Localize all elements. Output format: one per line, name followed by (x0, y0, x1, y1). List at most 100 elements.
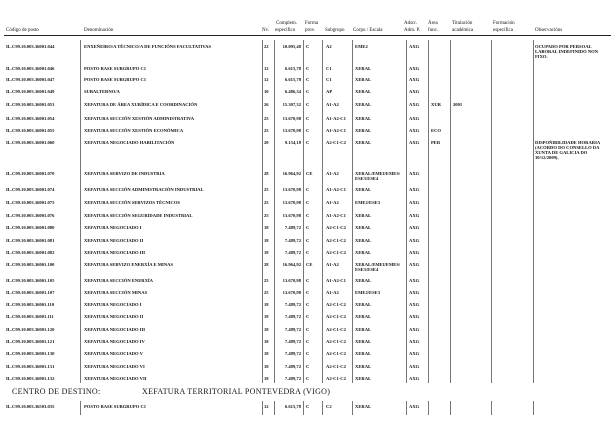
cell-code: IL.C99.10.003.36001.075 (6, 200, 55, 205)
cell-adscr: AXG (409, 351, 420, 356)
header-nv: Nv. (262, 28, 270, 33)
cell-nv: 25 (264, 213, 269, 218)
cell-adscr: AXG (409, 44, 420, 49)
cell-forma: C (306, 364, 310, 369)
column-divider (352, 40, 353, 383)
cell-adscr: AXG (409, 66, 420, 71)
cell-corpo: XERAL (355, 140, 372, 145)
cell-subgrupo: A1-A2 (326, 290, 339, 295)
cell-code: IL.C99.10.003.36001.105 (6, 278, 55, 283)
cell-adscr: AXG (409, 171, 420, 176)
cell-nv: 18 (264, 225, 269, 230)
cell-adscr: AXG (409, 314, 420, 319)
cell-forma: C (306, 66, 310, 71)
cell-code: IL.C99.10.003.36001.054 (6, 116, 55, 121)
cell-corpo: XERAL (355, 278, 372, 283)
cell-complem: 6.615,78 (284, 77, 301, 82)
cell-forma: C (306, 327, 310, 332)
cell-code: IL.C99.10.003.36001.080 (6, 225, 55, 230)
cell-subgrupo: A2-C1-C2 (326, 376, 346, 381)
cell-forma: C (306, 44, 310, 49)
cell-name: XEFATURA SECCIÓN SEGURIDADE INDUSTRIAL (84, 213, 193, 218)
header-complem-2: específico (275, 28, 296, 33)
cell-nv: 18 (264, 364, 269, 369)
cell-complem: 13.670,98 (282, 290, 301, 295)
column-divider (491, 40, 492, 383)
cell-forma: C (306, 302, 310, 307)
cell-subgrupo: A2-C1-C2 (326, 351, 346, 356)
cell-subgrupo: A2-C1-C2 (326, 302, 346, 307)
header-rule (4, 35, 611, 36)
cell-complem: 13.670,98 (282, 200, 301, 205)
column-divider (352, 401, 353, 415)
column-divider (274, 401, 275, 415)
cell-forma: C (306, 140, 310, 145)
cell-code: IL.C99.10.003.36001.131 (6, 364, 55, 369)
cell-name: XEFATURA DE ÁREA XURÍDICA E COORDINACIÓN (84, 102, 198, 107)
cell-code: IL.C99.10.003.36001.111 (6, 314, 54, 319)
cell-subgrupo: C2 (326, 404, 332, 409)
cell-forma: C (306, 102, 310, 107)
cell-code: IL.C99.10.003.36001.082 (6, 250, 55, 255)
cell-subgrupo: A1-A2-C1 (326, 187, 346, 192)
cell-obs: OCUPADO POR PERSOAL LABORAL INDEFINIDO N… (535, 44, 599, 59)
cell-code: IL.C99.10.003.36001.060 (6, 140, 55, 145)
cell-name: XEFATURA SERVIZO ENERXÍA E MINAS (84, 262, 174, 267)
cell-subgrupo: C1 (326, 66, 332, 71)
cell-complem: 7.489,72 (284, 351, 301, 356)
cell-corpo: XERAL (355, 89, 372, 94)
cell-complem: 7.489,72 (284, 250, 301, 255)
cell-code: IL.C99.10.003.36001.074 (6, 187, 55, 192)
cell-forma: CE (306, 262, 313, 267)
cell-nv: 28 (264, 171, 269, 176)
cell-subgrupo: A1-A2-C1 (326, 278, 346, 283)
cell-subgrupo: A1-A2 (326, 200, 339, 205)
cell-subgrupo: AP (326, 89, 333, 94)
cell-corpo: XERAL (355, 339, 372, 344)
cell-nv: 18 (264, 250, 269, 255)
cell-code: IL.C99.10.003.36001.047 (6, 77, 55, 82)
cell-adscr: AXG (409, 187, 420, 192)
cell-nv: 20 (264, 140, 269, 145)
cell-name: XEFATURA NEGOCIADO III (84, 327, 146, 332)
cell-nv: 25 (264, 116, 269, 121)
cell-corpo: XERAL/EMEI/EMES/ESE3/ESE4 (355, 262, 401, 272)
cell-nv: 28 (264, 262, 269, 267)
header-titulacion-1: Titulación (452, 21, 473, 26)
cell-name: XEFATURA SECCIÓN SERVIZOS TÉCNICOS (84, 200, 180, 205)
cell-nv: 25 (264, 278, 269, 283)
cell-corpo: XERAL (355, 302, 372, 307)
cell-forma: C (306, 77, 310, 82)
cell-complem: 9.154,18 (284, 140, 301, 145)
column-divider (450, 401, 451, 415)
header-formacion-2: específica (493, 28, 513, 33)
cell-nv: 25 (264, 187, 269, 192)
cell-subgrupo: A1-A2-C1 (326, 213, 346, 218)
cell-name: XEFATURA NEGOCIADO II (84, 314, 144, 319)
cell-code: IL.C99.10.003.36001.081 (6, 238, 55, 243)
cell-corpo: XERAL (355, 404, 372, 409)
cell-corpo: XERAL (355, 77, 372, 82)
cell-nv: 18 (264, 314, 269, 319)
cell-name: XEFATURA SECCIÓN MINAS (84, 290, 148, 295)
cell-corpo: XERAL (355, 225, 372, 230)
cell-adscr: AXG (409, 262, 420, 267)
cell-corpo: EME2 (355, 44, 368, 49)
cell-nv: 18 (264, 327, 269, 332)
header-forma-1: Forma (305, 21, 319, 26)
cell-corpo: XERAL (355, 66, 372, 71)
cell-corpo: XERAL (355, 238, 372, 243)
cell-complem: 7.489,72 (284, 225, 301, 230)
cell-subgrupo: A1-A2-C1 (326, 128, 346, 133)
cell-name: POSTO BASE SUBGRUPO C1 (84, 77, 147, 82)
cell-complem: 7.489,72 (284, 364, 301, 369)
cell-corpo: EME2/ESE3 (355, 200, 381, 205)
cell-nv: 12 (264, 404, 269, 409)
cell-adscr: AXG (409, 327, 420, 332)
header-area-1: Área (428, 21, 438, 26)
header-code: Código de posto (6, 28, 39, 33)
cell-forma: C (306, 116, 310, 121)
section-value: XEFATURA TERRITORIAL PONTEVEDRA (VIGO) (142, 387, 331, 396)
cell-corpo: XERAL (355, 351, 372, 356)
